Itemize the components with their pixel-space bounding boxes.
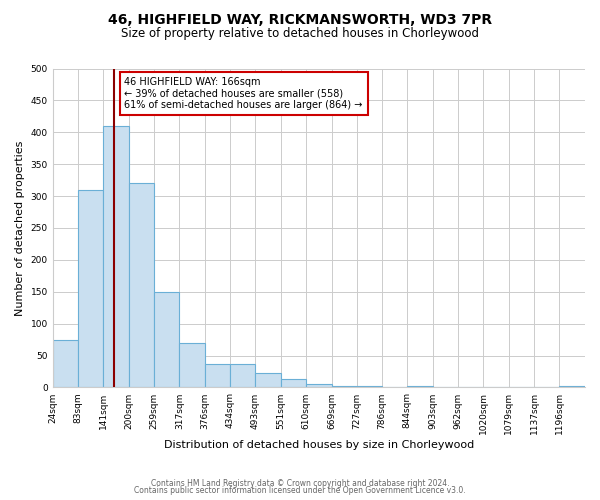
Bar (154, 292, 179, 388)
Text: Contains public sector information licensed under the Open Government Licence v3: Contains public sector information licen… (134, 486, 466, 495)
Bar (332, 386, 356, 388)
X-axis label: Distribution of detached houses by size in Chorleywood: Distribution of detached houses by size … (164, 440, 474, 450)
Bar (407, 386, 433, 388)
Text: Contains HM Land Registry data © Crown copyright and database right 2024.: Contains HM Land Registry data © Crown c… (151, 478, 449, 488)
Bar (103, 126, 129, 388)
Y-axis label: Number of detached properties: Number of detached properties (15, 140, 25, 316)
Bar (53, 340, 78, 388)
Bar (281, 379, 306, 388)
Bar (306, 384, 332, 388)
Text: 46, HIGHFIELD WAY, RICKMANSWORTH, WD3 7PR: 46, HIGHFIELD WAY, RICKMANSWORTH, WD3 7P… (108, 12, 492, 26)
Text: Size of property relative to detached houses in Chorleywood: Size of property relative to detached ho… (121, 28, 479, 40)
Bar (78, 190, 103, 388)
Bar (179, 343, 205, 388)
Bar (356, 386, 382, 388)
Bar (205, 364, 230, 388)
Bar (129, 184, 154, 388)
Bar (256, 374, 281, 388)
Bar (559, 386, 585, 388)
Bar (230, 364, 256, 388)
Text: 46 HIGHFIELD WAY: 166sqm
← 39% of detached houses are smaller (558)
61% of semi-: 46 HIGHFIELD WAY: 166sqm ← 39% of detach… (124, 77, 363, 110)
